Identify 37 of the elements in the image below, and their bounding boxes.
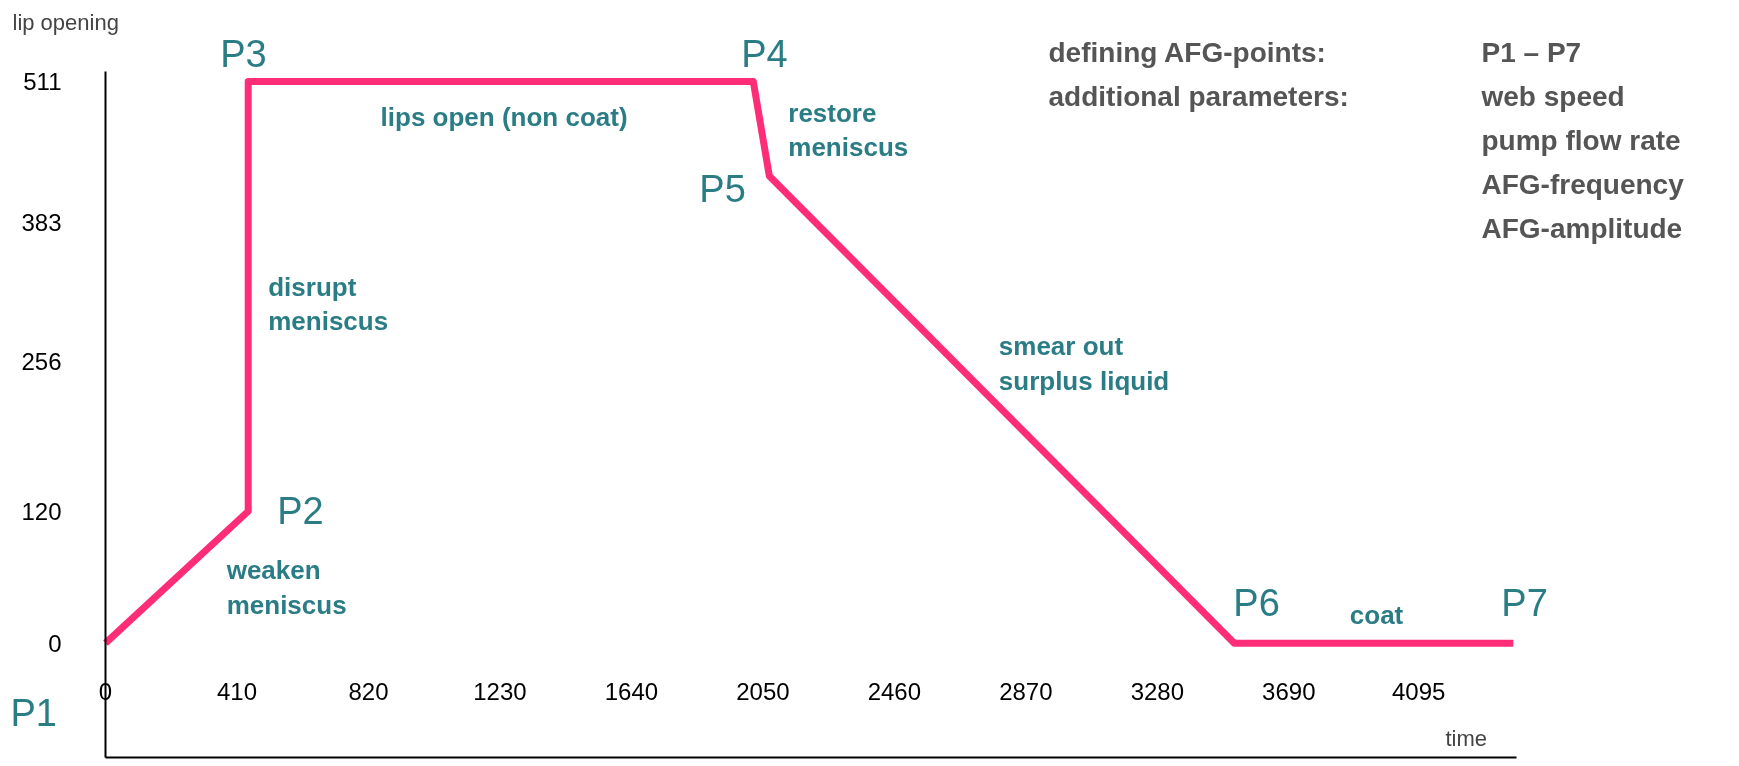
x-tick-label: 2050 bbox=[736, 677, 790, 705]
x-tick-label: 2460 bbox=[867, 677, 922, 705]
annotation: additional parameters: bbox=[1048, 80, 1349, 112]
text: P1 – P7 bbox=[1481, 36, 1582, 68]
y-axis-title: lip opening bbox=[12, 10, 119, 35]
x-tick-label: 820 bbox=[348, 677, 389, 705]
annotation: disrupt meniscus bbox=[268, 271, 389, 337]
annotation: P6 bbox=[1233, 582, 1280, 625]
annotation: P7 bbox=[1501, 582, 1548, 625]
y-tick-label: 511 bbox=[23, 67, 62, 95]
annotation: lips open (non coat) bbox=[380, 102, 628, 133]
annotation: web speed bbox=[1480, 80, 1625, 112]
x-tick-label: 3280 bbox=[1130, 677, 1185, 705]
x-tick-label: 1640 bbox=[604, 677, 659, 705]
y-tick-label: 383 bbox=[21, 208, 62, 236]
x-axis-title: time bbox=[1445, 726, 1488, 751]
annotation: AFG-amplitude bbox=[1481, 212, 1683, 244]
y-tick-label: 0 bbox=[48, 629, 62, 657]
x-tick-label: 2870 bbox=[999, 677, 1053, 705]
y-tick-label: 256 bbox=[21, 348, 62, 376]
annotation: P1 bbox=[10, 692, 57, 735]
x-tick-label: 4095 bbox=[1392, 677, 1446, 705]
annotation: restore meniscus bbox=[788, 97, 909, 163]
y-tick-label: 120 bbox=[21, 497, 62, 525]
annotation: AFG-frequency bbox=[1481, 168, 1685, 200]
annotation: smear out surplus liquid bbox=[998, 331, 1170, 396]
x-tick-label: 1230 bbox=[473, 677, 527, 705]
annotation: coat bbox=[1349, 600, 1404, 631]
annotation: P2 bbox=[277, 490, 324, 533]
annotation: P5 bbox=[699, 167, 746, 210]
x-tick-label: 3690 bbox=[1262, 677, 1316, 705]
text: defining AFG-points: bbox=[1048, 36, 1326, 68]
x-tick-label: 410 bbox=[216, 677, 257, 705]
annotation: P4 bbox=[741, 33, 788, 76]
annotation: P3 bbox=[220, 33, 267, 76]
annotation: pump flow rate bbox=[1481, 124, 1681, 156]
annotation: weaken meniscus bbox=[225, 555, 347, 620]
